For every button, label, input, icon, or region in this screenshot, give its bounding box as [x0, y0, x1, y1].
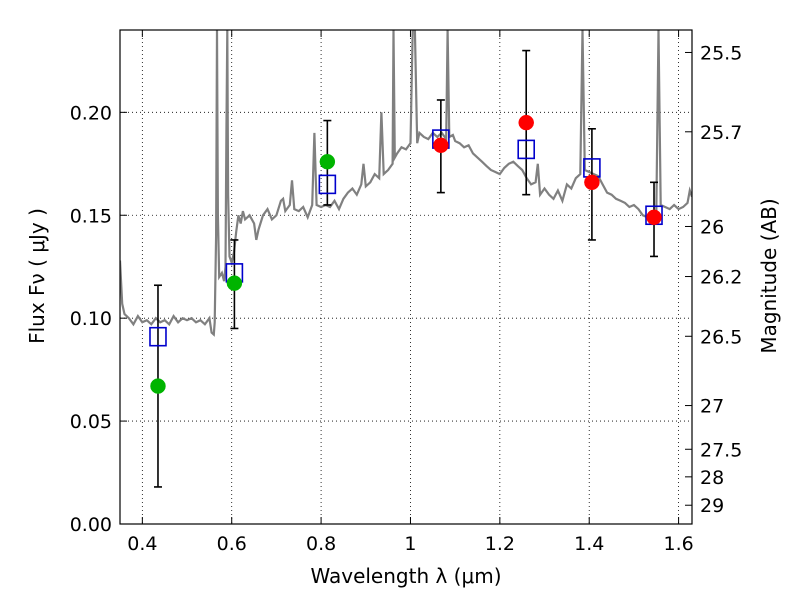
model-square	[318, 174, 337, 195]
green-point	[319, 153, 336, 170]
red-point	[518, 114, 534, 131]
y-tick-label: 0.10	[70, 308, 112, 330]
y-tick-label: 0.20	[70, 102, 112, 124]
x-tick-label: 0.6	[217, 533, 247, 555]
y2-tick-label: 29	[700, 495, 724, 517]
green-point	[150, 378, 166, 394]
grid	[120, 30, 692, 525]
axis-ticks: 0.4 0.6 0.8 1 1.2 1.4 1.6 0.00 0.05 0.10 0.15 0.20 2…	[70, 30, 742, 555]
x-tick-label: 1.6	[663, 533, 693, 555]
x-tick-label: 0.8	[306, 533, 336, 555]
y2-axis-label: Magnitude (AB)	[757, 198, 781, 353]
y2-tick-label: 25.7	[700, 122, 742, 144]
y2-tick-label: 27.5	[700, 439, 742, 461]
y2-tick-label: 26.2	[700, 267, 742, 289]
x-tick-label: 1	[404, 533, 416, 555]
y-tick-label: 0.00	[70, 514, 112, 536]
model-square	[517, 139, 536, 160]
y2-tick-label: 25.5	[700, 42, 742, 64]
y2-tick-label: 28	[700, 467, 724, 489]
x-axis-label: Wavelength λ (μm)	[310, 564, 501, 588]
y2-tick-label: 26	[700, 216, 724, 238]
x-tick-label: 1.4	[574, 533, 604, 555]
model-spectrum	[120, 30, 692, 337]
y2-tick-label: 27	[700, 396, 724, 418]
error-bars	[153, 49, 659, 488]
plot-frame	[119, 29, 693, 525]
y-tick-label: 0.15	[70, 205, 112, 227]
y-tick-label: 0.05	[70, 411, 112, 433]
red-point	[433, 137, 449, 154]
red-point	[584, 174, 600, 191]
red-point	[646, 209, 662, 226]
model-square	[149, 326, 167, 347]
y2-tick-label: 26.5	[700, 326, 742, 348]
y-axis-label: Flux Fν ( μJy )	[25, 208, 49, 344]
observed-photometry-points	[150, 114, 662, 394]
green-point	[226, 275, 243, 291]
spectrum-line	[120, 30, 692, 337]
x-tick-label: 0.4	[127, 533, 157, 555]
x-tick-label: 1.2	[485, 533, 515, 555]
